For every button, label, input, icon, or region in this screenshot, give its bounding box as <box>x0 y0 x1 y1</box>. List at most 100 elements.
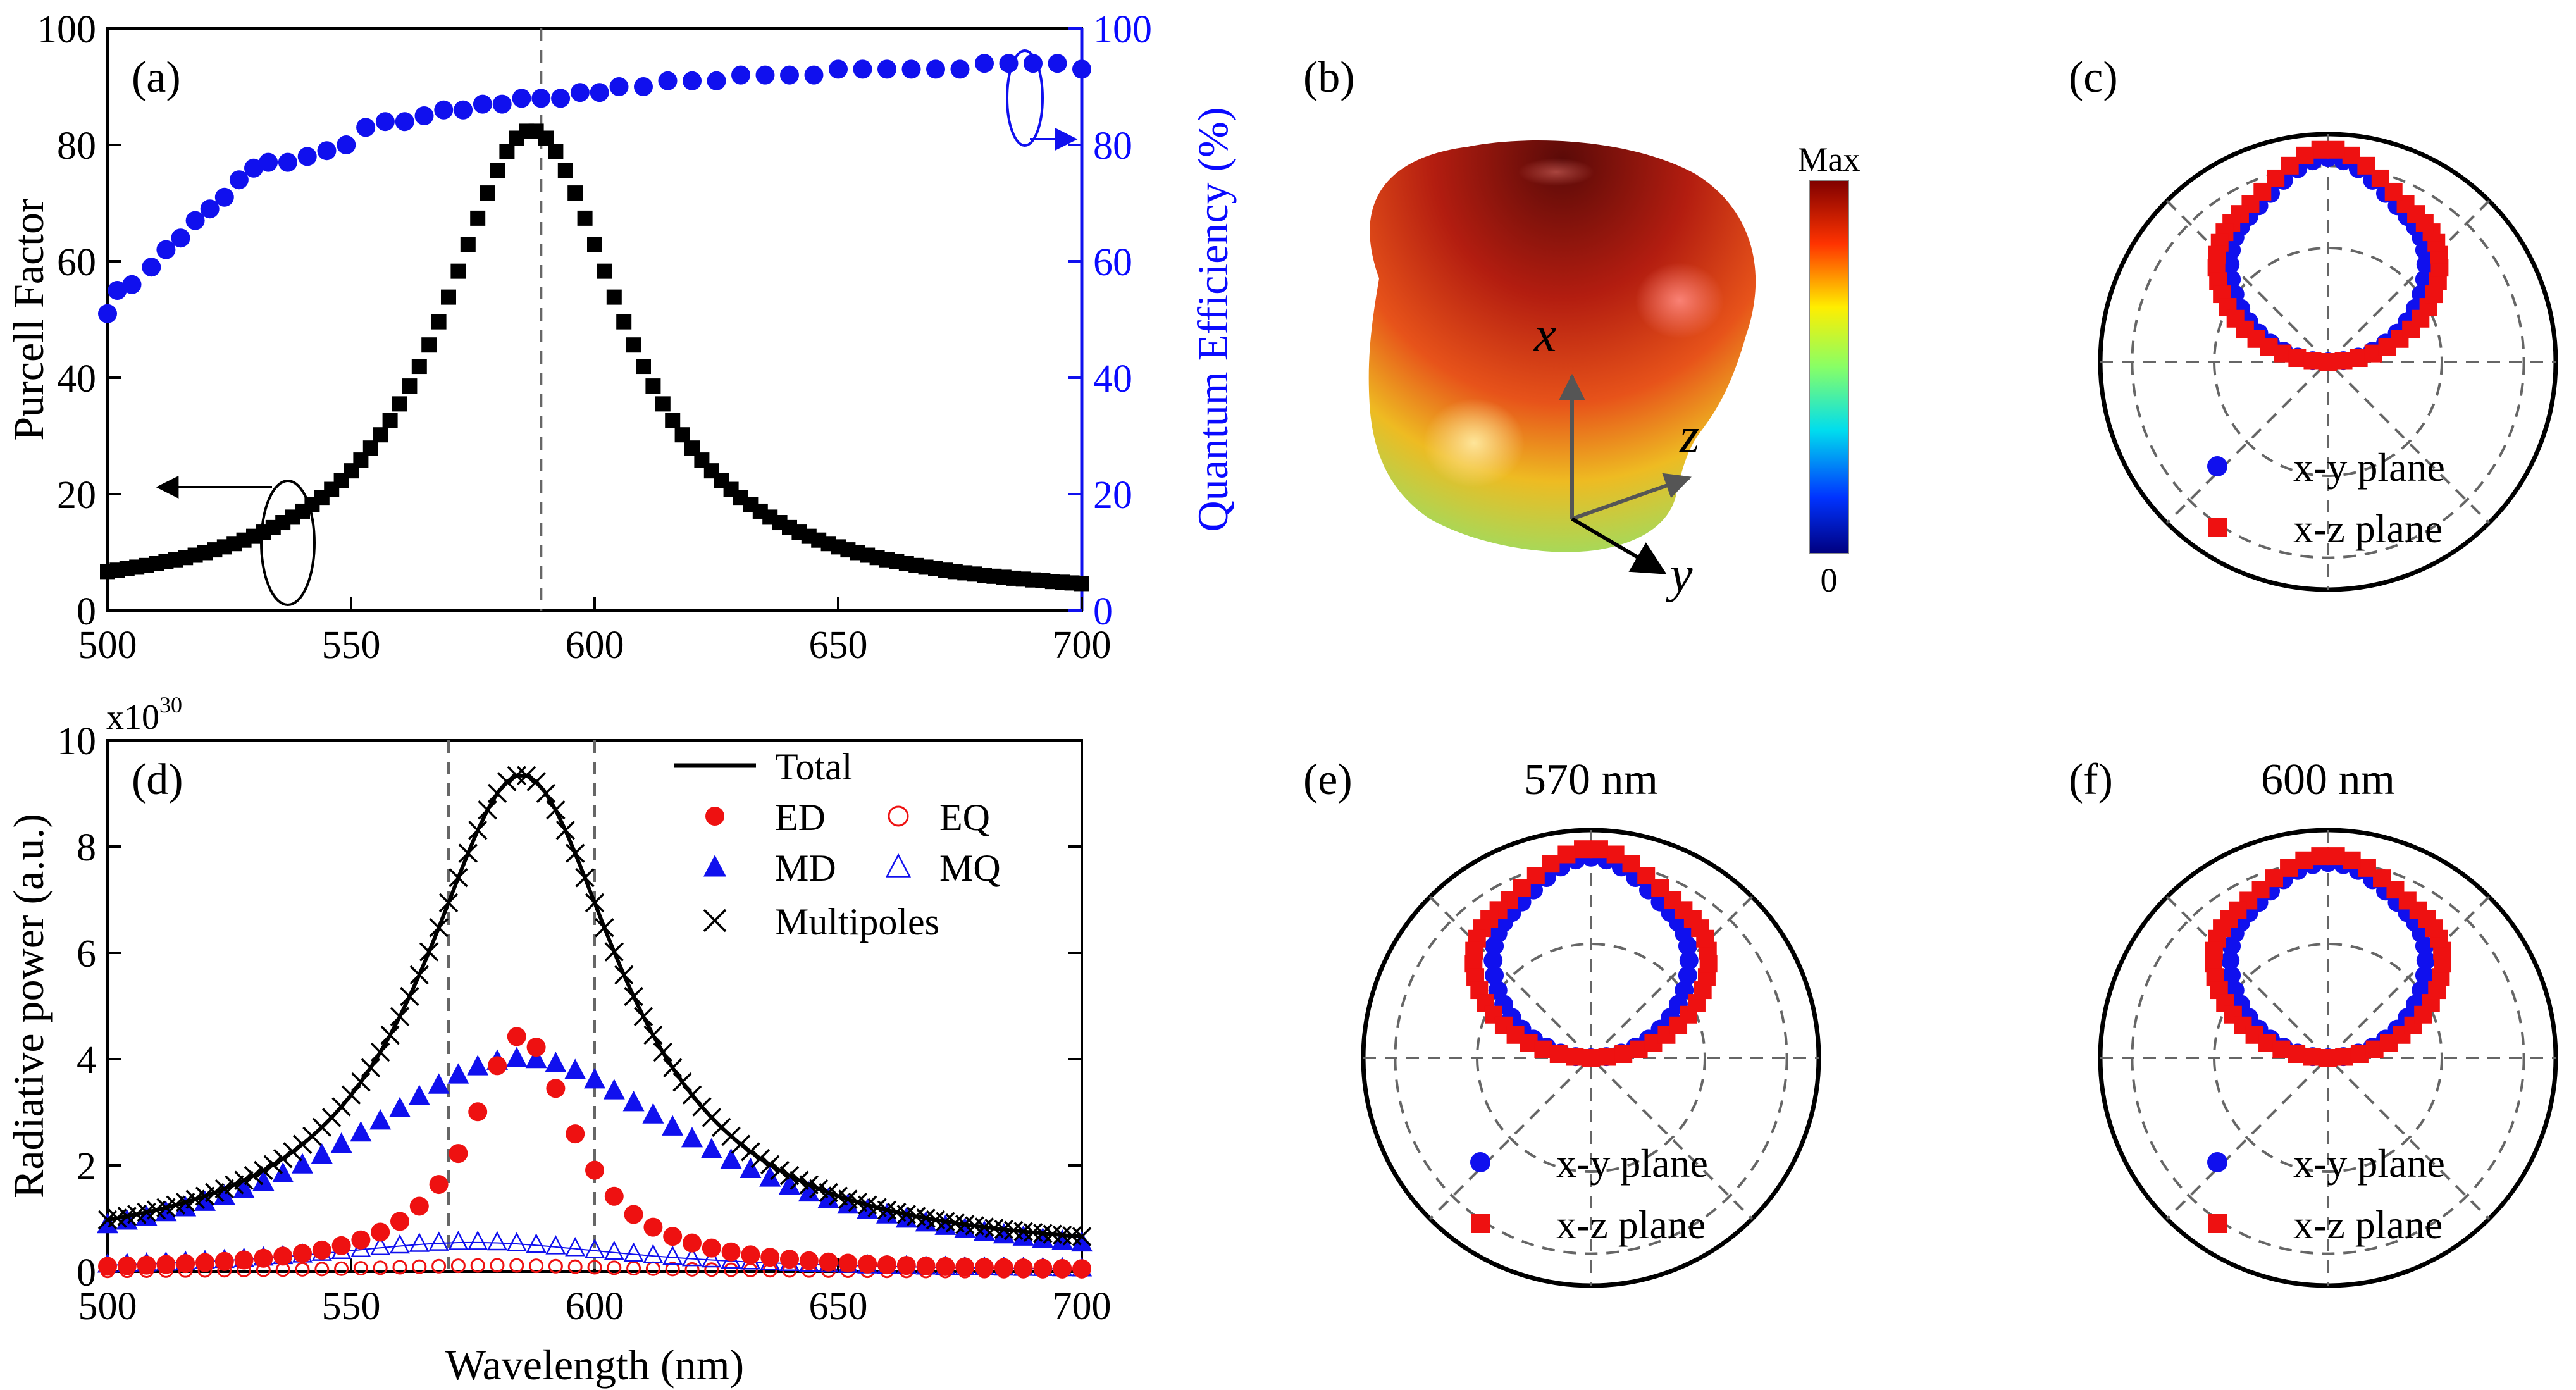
qe-point <box>658 71 678 90</box>
xz-plane-point <box>1566 1048 1584 1066</box>
qe-point <box>244 158 263 178</box>
purcell-point <box>616 314 632 330</box>
quantum-efficiency-series <box>98 54 1091 323</box>
ed-point <box>566 1124 585 1144</box>
eq-point <box>724 1262 739 1277</box>
ed-point <box>117 1256 137 1275</box>
md-point <box>194 1190 216 1211</box>
md-point <box>135 1205 158 1226</box>
radiative-power-axis-title: Radiative power (a.u.) <box>4 814 53 1198</box>
ed-point <box>975 1258 994 1277</box>
qe-point <box>570 83 590 102</box>
mq-point <box>389 1234 411 1254</box>
legend-xy-label: x-y plane <box>1556 1141 1708 1186</box>
x-tick-label: 550 <box>322 1285 381 1328</box>
panel-d-series <box>97 766 1093 1279</box>
mq-point <box>526 1233 547 1253</box>
ed-point <box>1072 1259 1091 1279</box>
eq-point <box>314 1262 330 1277</box>
ed-point <box>994 1258 1013 1277</box>
ed-point <box>273 1246 293 1266</box>
xz-plane-point <box>2343 851 2361 869</box>
xz-plane-point <box>1549 1045 1568 1064</box>
x-tick-label: 700 <box>1053 1285 1112 1328</box>
purcell-point <box>373 427 388 443</box>
x-tick-label: 500 <box>78 624 137 667</box>
eq-point <box>295 1262 310 1277</box>
xy-plane-point <box>2220 950 2240 970</box>
mq-point <box>409 1232 430 1252</box>
ed-point <box>409 1196 429 1216</box>
md-point <box>993 1222 1015 1244</box>
eq-point <box>665 1262 680 1277</box>
mq-point <box>623 1242 644 1262</box>
total-line <box>107 773 1082 1239</box>
legend-ed-swatch <box>705 807 724 826</box>
eq-point <box>548 1258 563 1274</box>
md-point <box>740 1157 762 1179</box>
xz-plane-point <box>2335 1048 2353 1066</box>
ed-point <box>1033 1258 1053 1278</box>
qe-point <box>634 77 653 96</box>
ed-point <box>1053 1258 1072 1278</box>
x-tick-label: 600 <box>566 624 624 667</box>
md-point <box>272 1162 294 1183</box>
panel-d-scale-factor: x1030 <box>106 692 182 737</box>
ed-point <box>331 1236 351 1255</box>
qe-point <box>707 71 726 90</box>
ed-point <box>254 1248 273 1268</box>
xy-plane-point <box>1679 950 1699 970</box>
legend-xz-swatch <box>2208 1214 2227 1233</box>
ed-point <box>643 1217 663 1237</box>
xy-plane-point <box>1485 965 1504 985</box>
legend-xy-swatch <box>1470 1152 1490 1172</box>
purcell-point <box>441 289 456 305</box>
md-point <box>603 1079 625 1100</box>
qe-point <box>108 281 127 300</box>
purcell-point <box>636 359 651 375</box>
purcell-point <box>470 210 486 226</box>
md-point <box>837 1193 859 1214</box>
x-tick-label: 500 <box>78 1285 137 1328</box>
qe-point <box>229 170 249 190</box>
purcell-point <box>557 163 573 178</box>
xz-plane-point <box>2342 146 2360 164</box>
wavelength-axis-title: Wavelength (nm) <box>445 1341 744 1389</box>
md-point <box>330 1132 352 1153</box>
panel-d-label: (d) <box>132 755 183 804</box>
eq-point <box>529 1258 544 1274</box>
qe-point <box>434 100 454 120</box>
xz-plane-point <box>2288 1045 2306 1064</box>
ed-point <box>1013 1258 1033 1278</box>
ed-point <box>799 1251 819 1270</box>
polar-ring <box>2213 943 2443 1173</box>
panel-e-title: 570 nm <box>1524 755 1658 804</box>
qe-point <box>853 59 872 79</box>
md-point <box>252 1170 275 1191</box>
y2-tick-label: 0 <box>1093 590 1113 633</box>
ed-point <box>604 1186 624 1206</box>
mq-point <box>604 1240 624 1260</box>
xz-plane-point <box>2327 847 2345 866</box>
md-point <box>116 1209 138 1230</box>
qe-point <box>512 89 531 108</box>
purcell-point <box>567 185 583 201</box>
legend-xy-label: x-y plane <box>2293 1141 2445 1186</box>
qe-point <box>337 135 356 154</box>
ed-point <box>780 1250 799 1269</box>
md-point <box>642 1103 664 1124</box>
lobe-highlight-top <box>1518 158 1594 186</box>
mq-point <box>468 1231 488 1250</box>
panel-d-ticks: 500 550 600 650 700 0 2 4 6 8 10 <box>57 720 1112 1328</box>
ed-point <box>663 1227 683 1246</box>
purcell-point <box>674 427 690 443</box>
lobe-highlight-right <box>1635 263 1724 338</box>
qe-point <box>829 59 848 79</box>
qe-point <box>492 94 512 114</box>
qe-point <box>551 89 571 108</box>
panel-a-frame <box>106 27 1083 612</box>
panel-d-dashed-lines <box>447 740 596 1272</box>
md-point <box>564 1058 586 1079</box>
xy-plane-point <box>2222 965 2241 985</box>
y-tick-label: 4 <box>77 1039 96 1082</box>
